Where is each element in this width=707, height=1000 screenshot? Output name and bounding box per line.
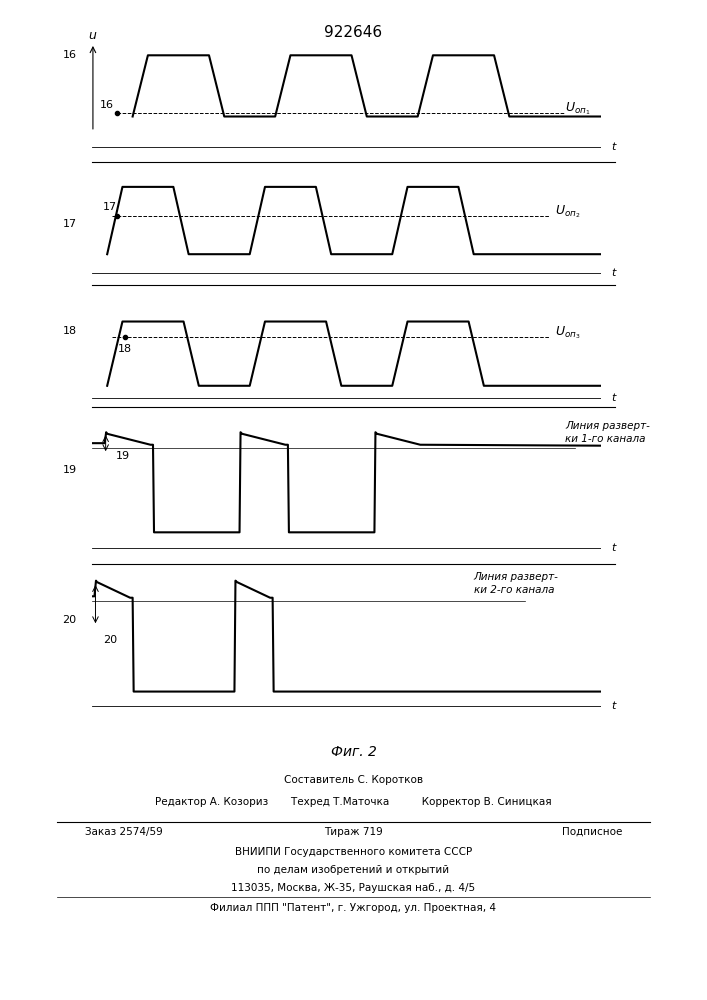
Text: 17: 17 bbox=[103, 202, 117, 212]
Text: 16: 16 bbox=[63, 50, 76, 60]
Text: Фиг. 2: Фиг. 2 bbox=[331, 745, 376, 759]
Text: 17: 17 bbox=[62, 219, 76, 229]
Text: t: t bbox=[611, 268, 616, 278]
Text: $U_{оп_1}$: $U_{оп_1}$ bbox=[566, 101, 591, 117]
Text: t: t bbox=[611, 543, 616, 553]
Text: 18: 18 bbox=[118, 344, 132, 354]
Text: 18: 18 bbox=[62, 326, 76, 336]
Text: Составитель С. Коротков: Составитель С. Коротков bbox=[284, 775, 423, 785]
Text: u: u bbox=[88, 29, 96, 42]
Text: 113035, Москва, Ж-35, Раушская наб., д. 4/5: 113035, Москва, Ж-35, Раушская наб., д. … bbox=[231, 883, 476, 893]
Text: $U_{оп_2}$: $U_{оп_2}$ bbox=[555, 203, 580, 220]
Text: по делам изобретений и открытий: по делам изобретений и открытий bbox=[257, 865, 450, 875]
Text: 19: 19 bbox=[115, 451, 129, 461]
Text: Редактор А. Козориз       Техред Т.Маточка          Корректор В. Синицкая: Редактор А. Козориз Техред Т.Маточка Кор… bbox=[156, 797, 551, 807]
Text: ВНИИПИ Государственного комитета СССР: ВНИИПИ Государственного комитета СССР bbox=[235, 847, 472, 857]
Text: 922646: 922646 bbox=[325, 25, 382, 40]
Text: Линия разверт-
ки 2-го канала: Линия разверт- ки 2-го канала bbox=[474, 572, 559, 595]
Text: Подписное: Подписное bbox=[562, 827, 622, 837]
Text: $U_{оп_3}$: $U_{оп_3}$ bbox=[555, 324, 580, 341]
Text: Тираж 719: Тираж 719 bbox=[324, 827, 383, 837]
Text: t: t bbox=[611, 393, 616, 403]
Text: 19: 19 bbox=[62, 465, 76, 475]
Text: t: t bbox=[611, 701, 616, 711]
Text: t: t bbox=[611, 142, 616, 152]
Text: Филиал ППП "Патент", г. Ужгород, ул. Проектная, 4: Филиал ППП "Патент", г. Ужгород, ул. Про… bbox=[211, 903, 496, 913]
Text: 20: 20 bbox=[103, 635, 117, 645]
Text: 16: 16 bbox=[100, 100, 115, 110]
Text: Линия разверт-
ки 1-го канала: Линия разверт- ки 1-го канала bbox=[566, 421, 650, 444]
Text: Заказ 2574/59: Заказ 2574/59 bbox=[85, 827, 163, 837]
Text: 20: 20 bbox=[62, 615, 76, 625]
